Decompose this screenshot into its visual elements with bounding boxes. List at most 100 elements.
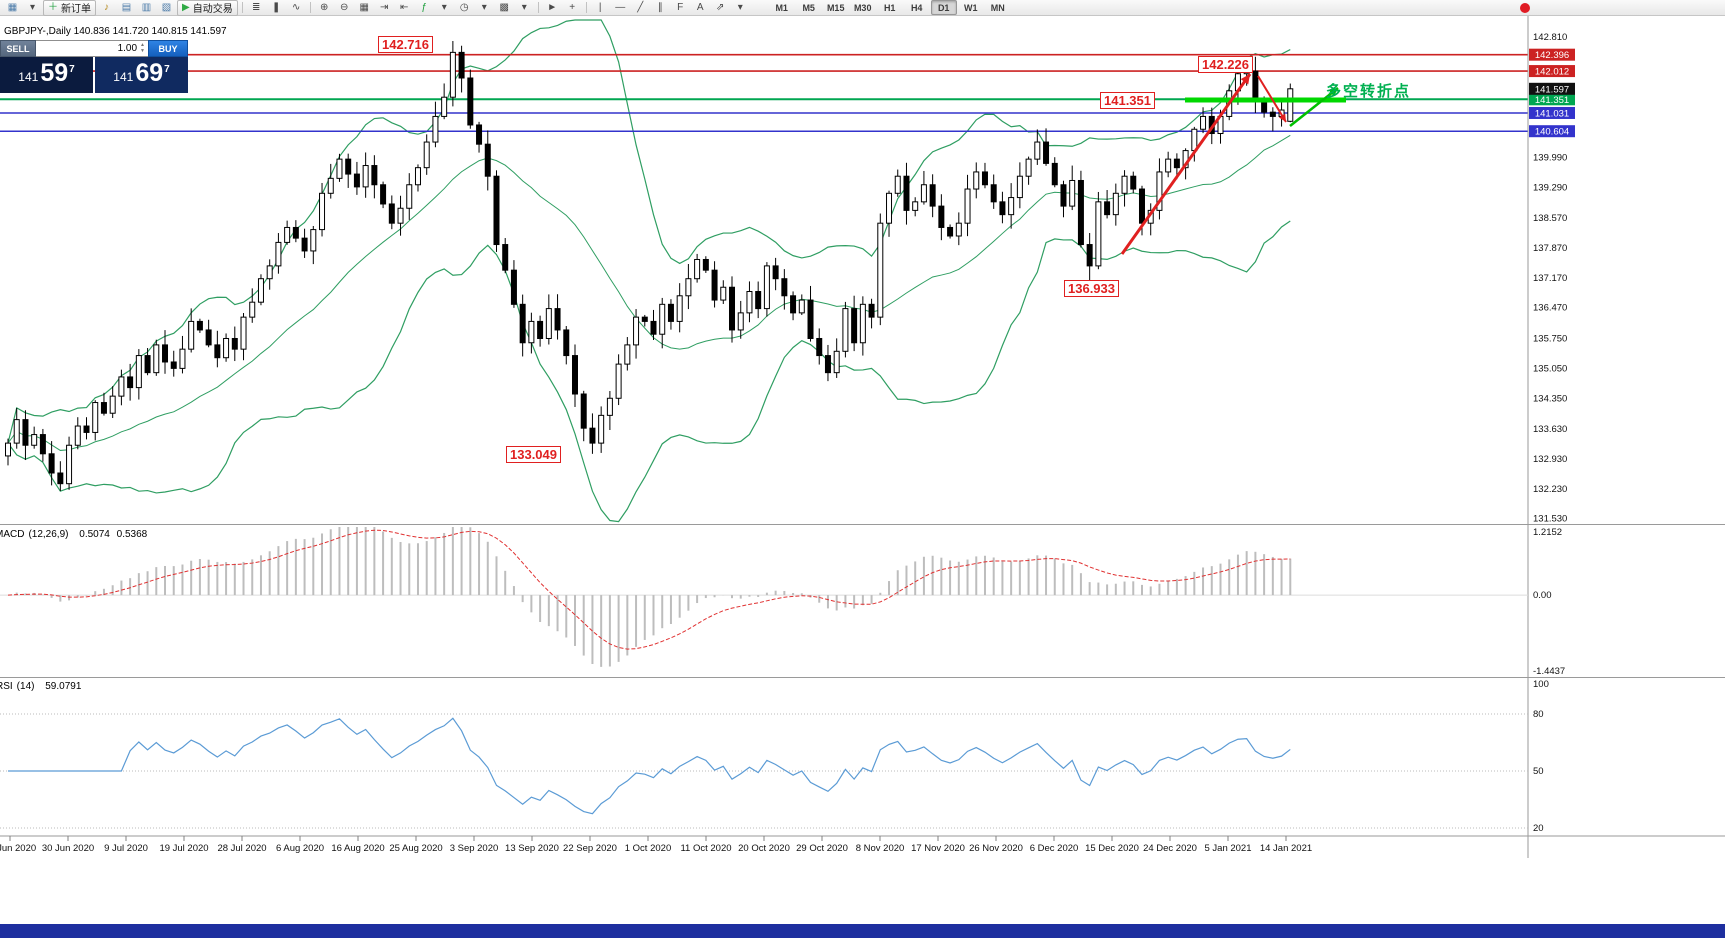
arrow-head: [1278, 113, 1286, 122]
buy-button[interactable]: BUY: [148, 40, 188, 57]
candle-body: [327, 177, 334, 194]
horizontal-line-icon: —: [615, 1, 626, 13]
trend-arrow[interactable]: [1257, 75, 1287, 123]
cursor-icon: ►: [547, 1, 558, 13]
candle-body: [755, 291, 762, 310]
candle-body: [336, 158, 343, 179]
timeframe-h4[interactable]: H4: [910, 2, 923, 13]
cursor-button[interactable]: ►: [543, 0, 562, 16]
timeframe-m15[interactable]: M15: [826, 2, 845, 13]
price-annotation[interactable]: 141.351: [1100, 92, 1155, 109]
navigator-icon[interactable]: ▧: [157, 0, 176, 16]
vertical-line-button[interactable]: |: [591, 0, 610, 16]
candle-body: [571, 355, 578, 395]
indicators-button[interactable]: ƒ: [415, 0, 434, 16]
price-tick-label: 132.930: [1533, 454, 1567, 465]
candle-body: [1165, 158, 1172, 173]
price-line-label-box: [1529, 82, 1575, 95]
candle-body: [598, 414, 605, 444]
record-icon: [1520, 3, 1530, 13]
drawing-objects[interactable]: [1120, 73, 1346, 255]
auto-scroll-button[interactable]: ⇥: [375, 0, 394, 16]
channel-button[interactable]: ∥: [651, 0, 670, 16]
timeframe-w1[interactable]: W1: [963, 2, 978, 13]
bar-chart-button[interactable]: ≣: [247, 0, 266, 16]
candle-body: [231, 337, 238, 350]
line-chart-icon: ∿: [292, 1, 301, 13]
buy-price-display[interactable]: 141 69 7: [95, 57, 188, 93]
timeframe-m30[interactable]: M30: [853, 2, 872, 13]
new-chart-button[interactable]: ▦: [3, 0, 22, 16]
candle-body: [240, 316, 247, 350]
zoom-out-button[interactable]: ⊖: [335, 0, 354, 16]
sound-alert-icon-icon: ♪: [104, 1, 109, 13]
tile-windows-button[interactable]: ▦: [355, 0, 374, 16]
new-order-button[interactable]: ＋新订单: [43, 0, 96, 16]
volume-stepper[interactable]: 1.00 ▲ ▼: [36, 40, 148, 57]
price-annotation[interactable]: 142.716: [378, 36, 433, 53]
price-annotation[interactable]: 136.933: [1064, 280, 1119, 297]
date-tick-label: 1 Oct 2020: [625, 843, 671, 854]
candle-body: [528, 320, 535, 344]
timeframe-m5[interactable]: M5: [802, 2, 815, 13]
macd-scale-min: -1.4437: [1533, 666, 1565, 677]
timeframe-mn[interactable]: MN: [990, 2, 1005, 13]
candle-body: [476, 124, 483, 145]
chart-shift-button[interactable]: ⇤: [395, 0, 414, 16]
candle-body: [388, 203, 395, 224]
candle-body: [990, 184, 997, 203]
price-annotation[interactable]: 142.226: [1198, 56, 1253, 73]
candlestick-chart-button[interactable]: ❚: [267, 0, 286, 16]
sell-button[interactable]: SELL: [0, 40, 36, 57]
sound-alert-icon[interactable]: ♪: [97, 0, 116, 16]
text-button[interactable]: A: [691, 0, 710, 16]
indicators-icon: ƒ: [421, 1, 427, 13]
volume-spinner-icons[interactable]: ▲ ▼: [140, 42, 145, 54]
arrows-button[interactable]: ⇗: [711, 0, 730, 16]
shapes-dropdown-icon[interactable]: ▾: [731, 0, 750, 16]
trend-arrow[interactable]: [1289, 87, 1339, 127]
date-tick-label: 26 Nov 2020: [969, 843, 1023, 854]
trend-arrow[interactable]: [1120, 73, 1252, 255]
autotrading-button[interactable]: ▶ 自动交易: [177, 0, 238, 16]
turning-point-note[interactable]: 多空转折点: [1326, 83, 1412, 100]
candle-body: [397, 207, 404, 224]
data-window-icon[interactable]: ▥: [137, 0, 156, 16]
templates-dropdown-icon[interactable]: ▾: [515, 0, 534, 16]
autotrading-icon: ▶: [182, 1, 190, 13]
price-tick-label: 139.290: [1533, 182, 1567, 193]
horizontal-line-button[interactable]: —: [611, 0, 630, 16]
line-chart-button[interactable]: ∿: [287, 0, 306, 16]
periods-dropdown-icon[interactable]: ▾: [475, 0, 494, 16]
indicators-dropdown-icon[interactable]: ▾: [435, 0, 454, 16]
timeframe-m1[interactable]: M1: [775, 2, 788, 13]
new-chart-dropdown-icon[interactable]: ▾: [23, 0, 42, 16]
candle-body: [1034, 141, 1041, 160]
timeframe-d1[interactable]: D1: [930, 0, 957, 15]
templates-button[interactable]: ▩: [495, 0, 514, 16]
candle-body: [659, 303, 666, 335]
candle-body: [929, 184, 936, 207]
chart-canvas[interactable]: 142.810 139.990 139.290 138.570 137.870 137.1…: [0, 16, 1725, 862]
zoom-in-button[interactable]: ⊕: [315, 0, 334, 16]
sell-price-display[interactable]: 141 59 7: [0, 57, 93, 93]
trendline-button[interactable]: ╱: [631, 0, 650, 16]
candle-body: [772, 265, 779, 280]
candle-body: [57, 472, 64, 485]
candle-body: [170, 361, 177, 369]
candle-body: [1077, 179, 1084, 246]
new-order-button-label: 新订单: [61, 4, 91, 15]
templates-dropdown-icon-icon: ▾: [521, 1, 527, 13]
candle-body: [615, 363, 622, 399]
price-annotation[interactable]: 133.049: [506, 446, 561, 463]
fibonacci-button[interactable]: F: [671, 0, 690, 16]
candle-body: [1008, 197, 1015, 216]
candle-body: [676, 295, 683, 322]
rsi-pane: 100 80 50 20: [0, 679, 1549, 834]
periods-button[interactable]: ◷: [455, 0, 474, 16]
macd-pane: 1.2152 0.00 -1.4437: [0, 527, 1565, 677]
market-watch-icon[interactable]: ▤: [117, 0, 136, 16]
crosshair-button[interactable]: +: [563, 0, 582, 16]
timeframe-h1[interactable]: H1: [883, 2, 896, 13]
